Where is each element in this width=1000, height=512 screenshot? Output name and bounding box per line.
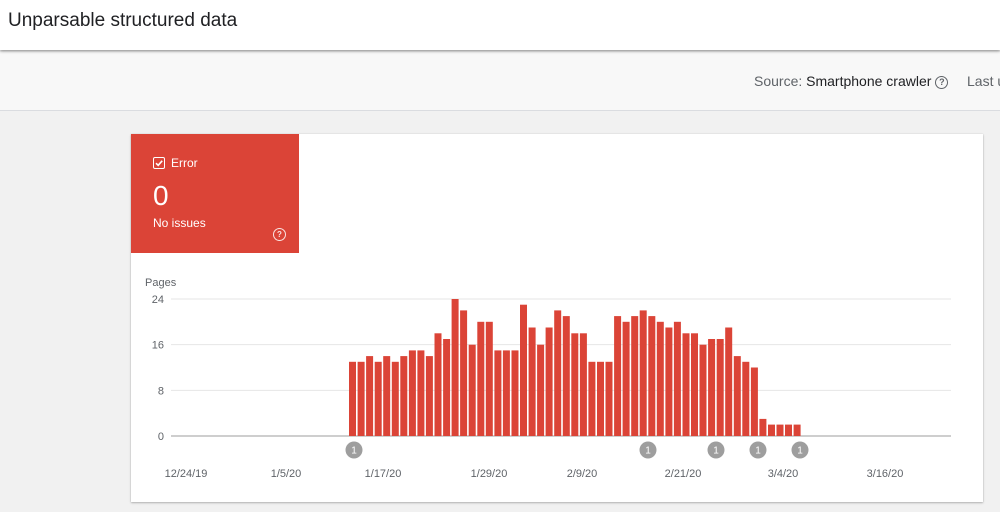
chart-bar — [400, 356, 408, 436]
chart-bar — [648, 316, 656, 436]
top-bar: Unparsable structured data — [0, 0, 1000, 50]
annotation-marker[interactable]: 1 — [791, 441, 809, 459]
x-tick-label: 1/5/20 — [271, 468, 302, 480]
chart-bar — [605, 361, 613, 436]
chart-bar — [639, 310, 647, 436]
chart-bar — [656, 321, 664, 436]
chart-bar — [588, 361, 596, 436]
chart-bar — [511, 350, 519, 436]
annotation-marker[interactable]: 1 — [707, 441, 725, 459]
chart-bar — [673, 321, 681, 436]
chart-bar — [733, 356, 741, 436]
chart-bar — [425, 356, 433, 436]
help-icon[interactable]: ? — [935, 76, 949, 89]
chart-bar — [417, 350, 425, 436]
error-status-label: Error — [171, 156, 198, 170]
chart-bar — [750, 367, 758, 436]
source-selector[interactable]: Source: Smartphone crawler? — [754, 73, 949, 89]
chart-bar — [571, 333, 579, 437]
chart-bar — [708, 339, 716, 436]
x-tick-label: 2/21/20 — [665, 468, 702, 480]
report-toolbar: Source: Smartphone crawler? Last u — [0, 52, 1000, 111]
chart-bar — [742, 361, 750, 436]
chart-bar — [776, 424, 784, 436]
annotation-circle[interactable] — [639, 441, 657, 459]
x-tick-label: 1/17/20 — [365, 468, 402, 480]
last-updated-text: Last u — [967, 73, 1000, 89]
chart-bar — [699, 344, 707, 436]
chart-bar — [383, 356, 391, 436]
annotation-label: 1 — [351, 446, 357, 457]
y-tick-label: 8 — [158, 385, 164, 397]
chart-bar — [451, 299, 459, 436]
annotation-label: 1 — [755, 446, 761, 457]
chart-bar — [374, 361, 382, 436]
x-tick-label: 3/4/20 — [768, 468, 799, 480]
chart-bar — [631, 316, 639, 436]
annotation-circle[interactable] — [345, 441, 363, 459]
page-title: Unparsable structured data — [8, 10, 238, 31]
x-tick-label: 1/29/20 — [471, 468, 508, 480]
annotation-label: 1 — [797, 446, 803, 457]
chart-bar — [494, 350, 502, 436]
checkbox-checked-icon[interactable] — [153, 157, 165, 169]
chart-bar — [545, 327, 553, 436]
chart-bar — [520, 304, 527, 436]
chart-bar — [408, 350, 416, 436]
annotation-label: 1 — [713, 446, 719, 457]
x-tick-label: 2/9/20 — [567, 468, 598, 480]
annotation-marker[interactable]: 1 — [345, 441, 363, 459]
chart-bar — [579, 333, 587, 437]
chart-bar — [691, 333, 698, 437]
chart-bar — [477, 321, 485, 436]
chart-bar — [793, 424, 801, 436]
chart-bar — [725, 327, 733, 436]
chart-bar — [759, 418, 767, 436]
chart-bar — [502, 350, 510, 436]
chart-bar — [785, 424, 792, 436]
source-label: Source: — [754, 73, 803, 89]
chart-bar — [562, 316, 570, 436]
annotation-marker[interactable]: 1 — [639, 441, 657, 459]
error-count: 0 — [153, 180, 169, 211]
annotation-marker[interactable]: 1 — [749, 441, 767, 459]
chart-bar — [357, 361, 365, 436]
chart-bar — [434, 333, 442, 437]
y-tick-label: 24 — [152, 294, 164, 306]
chart-bar — [443, 339, 451, 436]
pages-bar-chart: Pages 0 8 16 24 12/24/19 1/5/20 1/17/20 1/29/20 2… — [145, 277, 951, 480]
chart-bar — [485, 321, 493, 436]
chart-bar — [614, 316, 622, 436]
y-tick-label: 0 — [158, 431, 164, 443]
chart-bar — [528, 327, 536, 436]
chart-bar — [537, 344, 545, 436]
chart-bar — [768, 424, 775, 436]
chart-bar — [391, 361, 399, 436]
chart-bar — [622, 321, 630, 436]
annotation-label: 1 — [645, 446, 651, 457]
annotation-circle[interactable] — [791, 441, 809, 459]
x-tick-label: 3/16/20 — [867, 468, 904, 480]
y-tick-label: 16 — [152, 340, 164, 352]
x-tick-label: 12/24/19 — [165, 468, 208, 480]
chart-bar — [468, 344, 476, 436]
chart-bar — [597, 361, 604, 436]
source-value: Smartphone crawler — [806, 73, 932, 89]
y-axis-title: Pages — [145, 277, 177, 289]
chart-bar — [349, 361, 356, 436]
annotation-circle[interactable] — [707, 441, 725, 459]
chart-bar — [716, 339, 724, 436]
chart-bar — [665, 327, 673, 436]
error-description: No issues — [153, 216, 206, 230]
annotation-circle[interactable] — [749, 441, 767, 459]
chart-bar — [460, 310, 468, 436]
error-summary-tile[interactable]: Error 0 No issues ? — [131, 134, 299, 253]
chart-bar — [682, 333, 690, 437]
help-icon[interactable]: ? — [273, 228, 286, 241]
chart-bar — [366, 356, 374, 436]
report-card: Error 0 No issues ? Pages 0 8 16 24 12/24/19 1… — [131, 134, 983, 502]
chart-bar — [554, 310, 562, 436]
